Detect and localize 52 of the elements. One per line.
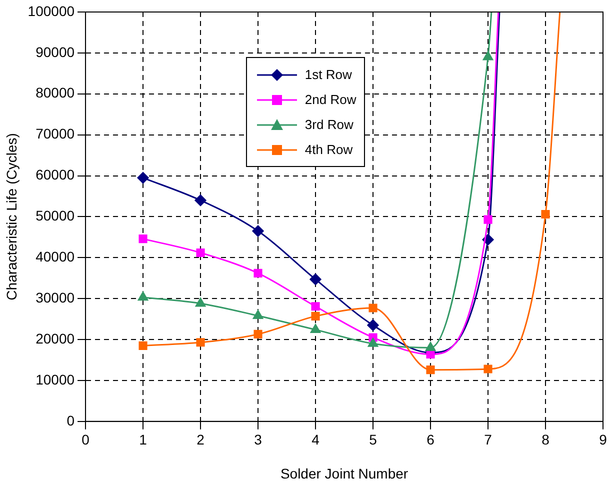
x-tick-label: 9	[599, 432, 608, 448]
point	[367, 319, 379, 331]
legend-label: 2nd Row	[304, 92, 356, 107]
point	[368, 338, 378, 347]
legend-label: 4th Row	[304, 142, 353, 157]
y-tick-label: 10000	[36, 371, 75, 388]
point	[252, 225, 264, 237]
point	[195, 298, 206, 307]
point	[482, 51, 494, 60]
y-axis-title: Characteristic Life (Cycles)	[3, 133, 20, 300]
point	[484, 215, 492, 224]
point	[368, 304, 378, 312]
point	[252, 310, 264, 320]
point	[196, 248, 205, 258]
x-tick-label: 1	[139, 432, 148, 448]
y-tick-label: 40000	[36, 248, 75, 264]
point	[311, 302, 320, 311]
x-tick-label: 6	[426, 432, 435, 448]
y-tick-label: 50000	[36, 208, 75, 224]
x-tick-label: 2	[196, 432, 205, 448]
x-tick-label: 7	[484, 432, 492, 448]
x-axis-title: Solder Joint Number	[280, 465, 408, 482]
y-tick-label: 90000	[36, 44, 75, 60]
point	[138, 341, 148, 350]
point	[254, 330, 262, 338]
y-tick-label: 0	[66, 412, 75, 428]
y-tick-label: 70000	[36, 126, 75, 142]
x-tick-label: 4	[312, 432, 320, 448]
point	[310, 324, 321, 333]
point	[138, 292, 148, 301]
point	[484, 364, 492, 374]
y-tick-label: 20000	[36, 330, 75, 346]
point	[311, 312, 320, 320]
point	[138, 234, 148, 244]
point	[254, 268, 262, 278]
point	[194, 194, 206, 206]
y-tick-label: 60000	[36, 166, 75, 183]
y-tick-label: 30000	[36, 289, 75, 306]
point	[137, 172, 149, 184]
x-tick-label: 5	[369, 432, 378, 448]
point	[541, 210, 550, 219]
legend-label: 3rd Row	[304, 117, 354, 132]
y-tick-label: 80000	[36, 84, 75, 101]
y-tick-label: 100000	[28, 2, 75, 19]
x-tick-label: 0	[82, 432, 90, 448]
legend-label: 1st Row	[304, 67, 352, 82]
x-tick-label: 3	[254, 432, 262, 448]
point	[310, 274, 322, 286]
point	[196, 338, 205, 347]
x-tick-label: 8	[542, 432, 550, 448]
point	[425, 342, 436, 351]
point	[426, 366, 435, 374]
